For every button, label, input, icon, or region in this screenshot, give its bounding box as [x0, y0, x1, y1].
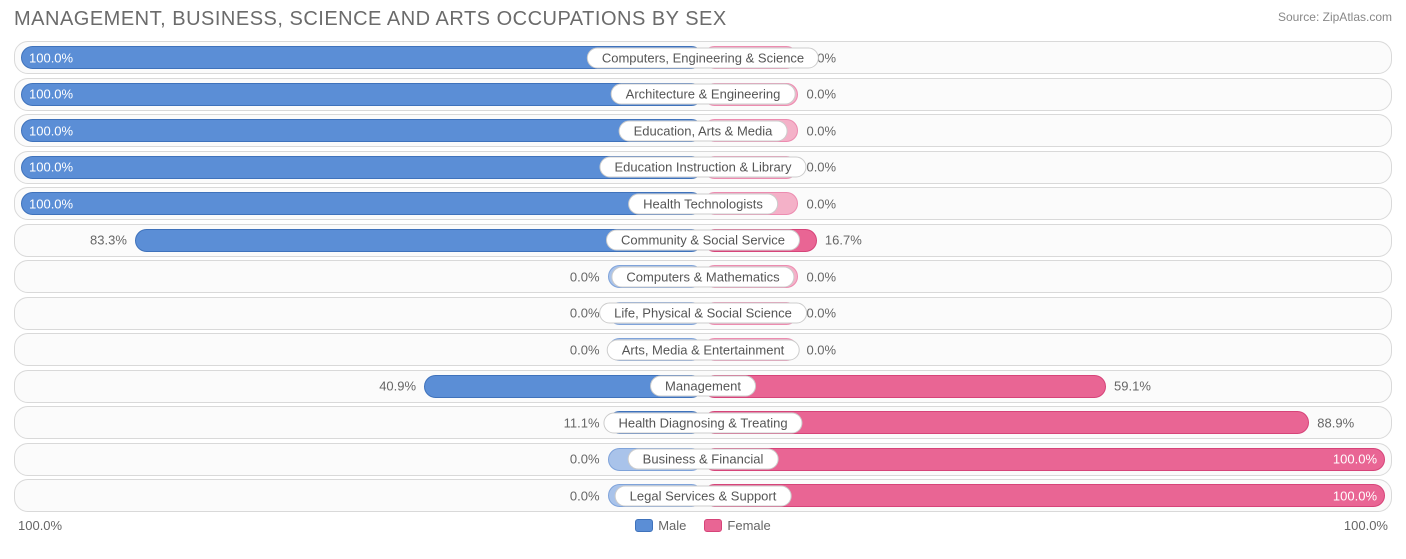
chart-row: 0.0% 0.0%Life, Physical & Social Science: [14, 297, 1392, 330]
category-label: Education Instruction & Library: [599, 157, 806, 178]
axis-left-label: 100.0%: [18, 518, 62, 533]
category-label: Business & Financial: [628, 449, 779, 470]
pct-male: 0.0%: [570, 269, 600, 284]
pct-female: 0.0%: [806, 160, 836, 175]
chart-row: 0.0% 100.0% Legal Services & Support: [14, 479, 1392, 512]
pct-female: 0.0%: [806, 87, 836, 102]
bar-male: [21, 192, 703, 215]
pct-male: 11.1%: [564, 415, 600, 430]
chart-footer: 100.0% Male Female 100.0%: [14, 518, 1392, 533]
pct-male: 100.0%: [29, 196, 73, 211]
bar-female: [703, 375, 1106, 398]
category-label: Computers, Engineering & Science: [587, 47, 819, 68]
category-label: Health Technologists: [628, 193, 778, 214]
chart-row: 11.1% 88.9% Health Diagnosing & Treating: [14, 406, 1392, 439]
pct-female: 0.0%: [806, 342, 836, 357]
bar-male: [21, 119, 703, 142]
pct-female: 0.0%: [806, 123, 836, 138]
category-label: Arts, Media & Entertainment: [607, 339, 800, 360]
legend-swatch-female: [704, 519, 722, 532]
pct-female: 88.9%: [1317, 415, 1354, 430]
pct-female: 0.0%: [806, 196, 836, 211]
pct-male: 0.0%: [570, 452, 600, 467]
legend-item-male: Male: [635, 518, 686, 533]
pct-female: 16.7%: [825, 233, 862, 248]
chart-title: MANAGEMENT, BUSINESS, SCIENCE AND ARTS O…: [14, 8, 727, 31]
legend-item-female: Female: [704, 518, 770, 533]
pct-male: 100.0%: [29, 160, 73, 175]
pct-male: 100.0%: [29, 50, 73, 65]
bar-female: [703, 484, 1385, 507]
chart-row: 40.9% 59.1% Management: [14, 370, 1392, 403]
pct-male: 100.0%: [29, 123, 73, 138]
pct-female: 0.0%: [806, 269, 836, 284]
pct-male: 0.0%: [570, 342, 600, 357]
legend-label-male: Male: [658, 518, 686, 533]
pct-male: 83.3%: [90, 233, 127, 248]
pct-female: 100.0%: [1333, 488, 1377, 503]
source-value: ZipAtlas.com: [1323, 10, 1392, 24]
pct-male: 100.0%: [29, 87, 73, 102]
category-label: Education, Arts & Media: [619, 120, 788, 141]
chart-row: 83.3% 16.7% Community & Social Service: [14, 224, 1392, 257]
pct-male: 0.0%: [570, 306, 600, 321]
category-label: Management: [650, 376, 756, 397]
legend-label-female: Female: [727, 518, 770, 533]
chart-row: 0.0% 100.0% Business & Financial: [14, 443, 1392, 476]
chart-area: 100.0% 0.0% Computers, Engineering & Scien…: [14, 41, 1392, 512]
bar-male: [21, 83, 703, 106]
chart-row: 100.0% 0.0% Health Technologists: [14, 187, 1392, 220]
legend: Male Female: [635, 518, 771, 533]
pct-female: 59.1%: [1114, 379, 1151, 394]
category-label: Computers & Mathematics: [611, 266, 794, 287]
chart-row: 100.0% 0.0%Education Instruction & Librar…: [14, 151, 1392, 184]
category-label: Legal Services & Support: [615, 485, 792, 506]
pct-male: 40.9%: [379, 379, 416, 394]
axis-right-label: 100.0%: [1344, 518, 1388, 533]
chart-row: 0.0% 0.0% Arts, Media & Entertainment: [14, 333, 1392, 366]
pct-male: 0.0%: [570, 488, 600, 503]
source-label: Source:: [1278, 10, 1319, 24]
chart-row: 100.0%0.0%Computers, Engineering & Scien…: [14, 41, 1392, 74]
legend-swatch-male: [635, 519, 653, 532]
category-label: Community & Social Service: [606, 230, 800, 251]
chart-source: Source: ZipAtlas.com: [1278, 8, 1392, 24]
category-label: Architecture & Engineering: [611, 84, 796, 105]
category-label: Health Diagnosing & Treating: [603, 412, 802, 433]
chart-row: 100.0% 0.0% Architecture & Engineering: [14, 78, 1392, 111]
category-label: Life, Physical & Social Science: [599, 303, 807, 324]
pct-female: 100.0%: [1333, 452, 1377, 467]
chart-row: 100.0% 0.0% Education, Arts & Media: [14, 114, 1392, 147]
bar-female: [703, 448, 1385, 471]
pct-female: 0.0%: [806, 306, 836, 321]
chart-header: MANAGEMENT, BUSINESS, SCIENCE AND ARTS O…: [14, 8, 1392, 31]
chart-row: 0.0% 0.0% Computers & Mathematics: [14, 260, 1392, 293]
